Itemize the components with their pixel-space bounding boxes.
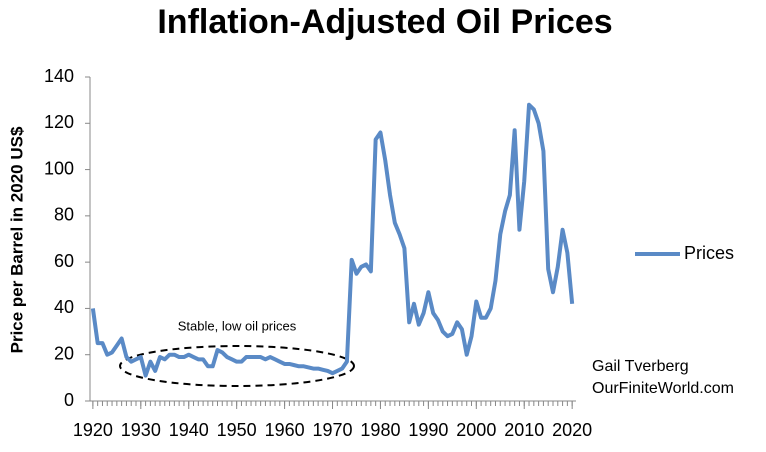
chart-title: Inflation-Adjusted Oil Prices bbox=[157, 3, 612, 41]
x-tick-label: 1940 bbox=[169, 420, 209, 440]
x-tick-label: 2020 bbox=[552, 420, 592, 440]
x-tick-label: 2010 bbox=[504, 420, 544, 440]
x-tick-label: 1920 bbox=[73, 420, 113, 440]
y-tick-label: 0 bbox=[64, 390, 74, 410]
x-tick-label: 1930 bbox=[121, 420, 161, 440]
x-tick-label: 1950 bbox=[217, 420, 257, 440]
x-tick-label: 1980 bbox=[360, 420, 400, 440]
y-tick-label: 60 bbox=[54, 251, 74, 271]
credit: Gail Tverberg bbox=[592, 358, 689, 375]
data-line bbox=[90, 102, 575, 378]
x-tick-label: 2000 bbox=[456, 420, 496, 440]
y-tick-label: 120 bbox=[44, 112, 74, 132]
y-tick-label: 80 bbox=[54, 205, 74, 225]
y-tick-label: 140 bbox=[44, 66, 74, 86]
credit: OurFiniteWorld.com bbox=[592, 380, 734, 397]
y-tick-label: 40 bbox=[54, 297, 74, 317]
legend-label: Prices bbox=[684, 243, 734, 263]
x-tick-label: 1970 bbox=[312, 420, 352, 440]
x-tick-label: 1960 bbox=[265, 420, 305, 440]
y-axis-label: Price per Barrel in 2020 US$ bbox=[7, 126, 26, 353]
annotation: Stable, low oil prices bbox=[178, 318, 297, 333]
annotation-ellipse bbox=[119, 345, 355, 387]
y-tick-label: 100 bbox=[44, 158, 74, 178]
x-tick-label: 1990 bbox=[408, 420, 448, 440]
y-tick-label: 20 bbox=[54, 343, 74, 363]
